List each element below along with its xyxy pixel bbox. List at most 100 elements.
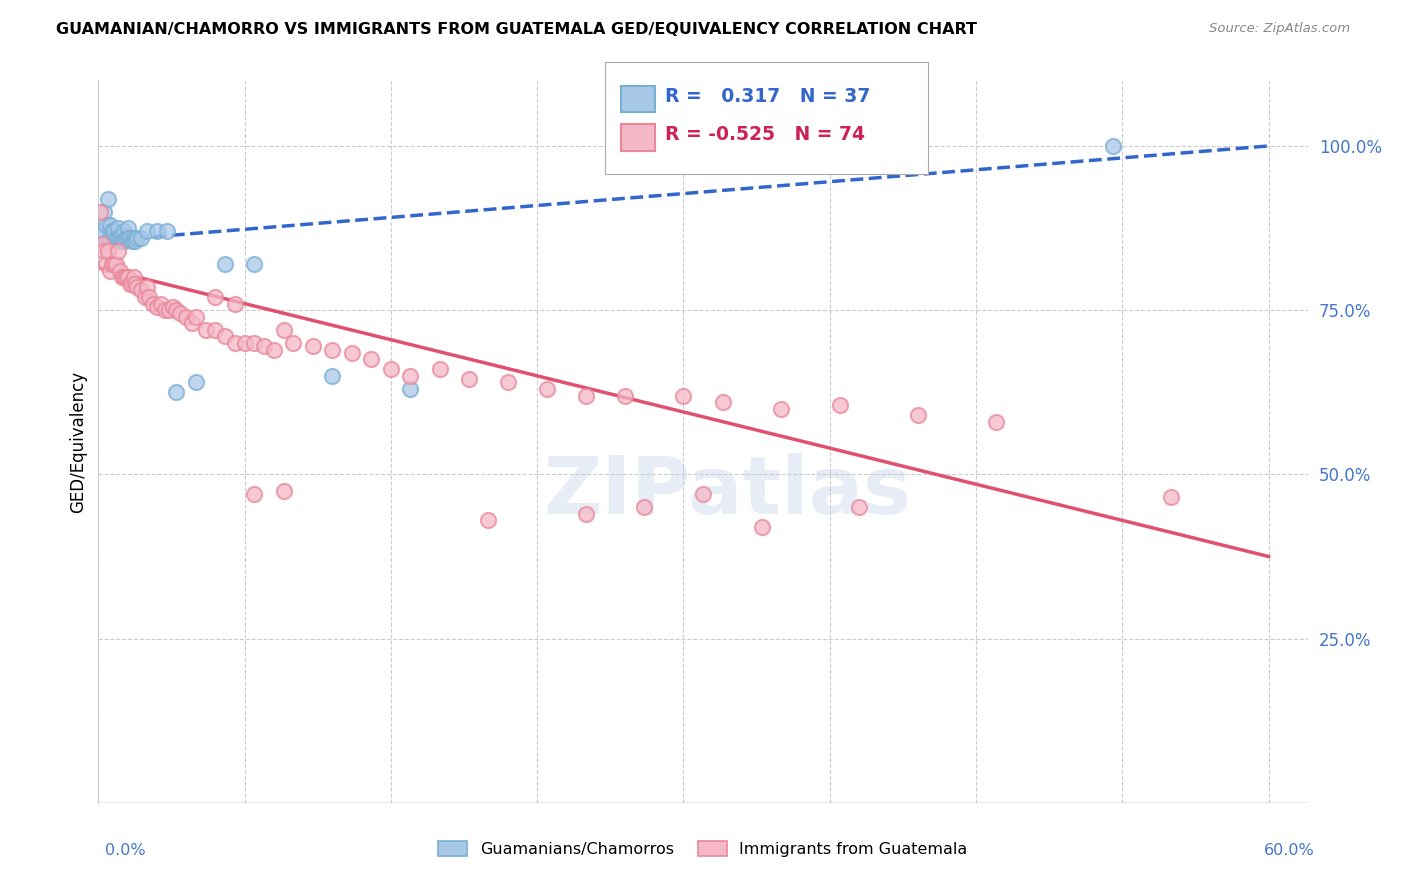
Point [93, 244, 115, 258]
Text: ZIPatlas: ZIPatlas [543, 453, 911, 531]
Point [136, 280, 159, 294]
Text: Source: ZipAtlas.com: Source: ZipAtlas.com [1209, 22, 1350, 36]
Point [181, 316, 204, 330]
Point [104, 231, 127, 245]
Point [121, 234, 143, 248]
Point [89, 204, 111, 219]
Point [108, 231, 131, 245]
Point [103, 224, 125, 238]
Point [101, 257, 124, 271]
Point [112, 234, 135, 248]
Point [131, 231, 153, 245]
Point [273, 323, 295, 337]
Point [107, 221, 129, 235]
Point [111, 270, 134, 285]
Point [214, 329, 236, 343]
Point [136, 224, 159, 238]
Point [458, 372, 481, 386]
Point [146, 224, 169, 238]
Point [633, 500, 655, 515]
Point [321, 343, 343, 357]
Point [224, 296, 246, 310]
Point [112, 224, 135, 238]
Point [101, 224, 124, 238]
Point [169, 306, 191, 320]
Point [399, 382, 422, 396]
Point [103, 234, 125, 248]
Point [477, 513, 499, 527]
Point [243, 336, 266, 351]
Point [131, 284, 153, 298]
Point [124, 234, 146, 248]
Point [614, 388, 637, 402]
Point [156, 224, 179, 238]
Point [96, 257, 118, 271]
Point [380, 362, 402, 376]
Point [142, 296, 165, 310]
Point [302, 339, 325, 353]
Point [575, 388, 598, 402]
Text: GUAMANIAN/CHAMORRO VS IMMIGRANTS FROM GUATEMALA GED/EQUIVALENCY CORRELATION CHAR: GUAMANIAN/CHAMORRO VS IMMIGRANTS FROM GU… [56, 22, 977, 37]
Point [253, 339, 276, 353]
Point [243, 257, 266, 271]
Point [134, 290, 156, 304]
Point [165, 303, 187, 318]
Point [233, 336, 256, 351]
Point [263, 343, 285, 357]
Point [108, 264, 131, 278]
Point [984, 415, 1007, 429]
Point [672, 388, 695, 402]
Point [114, 231, 136, 245]
Point [93, 204, 115, 219]
Point [536, 382, 558, 396]
Point [121, 277, 143, 291]
Point [98, 218, 121, 232]
Point [283, 336, 305, 351]
Point [122, 231, 145, 245]
Point [204, 323, 226, 337]
Point [429, 362, 451, 376]
Point [111, 227, 134, 242]
Point [124, 277, 146, 291]
Point [91, 224, 114, 238]
Point [104, 257, 127, 271]
Point [243, 487, 266, 501]
Point [751, 520, 773, 534]
Point [118, 277, 141, 291]
Point [769, 401, 792, 416]
Point [907, 409, 929, 423]
Y-axis label: GED/Equivalency: GED/Equivalency [69, 370, 87, 513]
Point [122, 270, 145, 285]
Point [828, 398, 851, 412]
Point [98, 264, 121, 278]
Point [184, 310, 207, 324]
Point [194, 323, 217, 337]
Point [97, 192, 120, 206]
Point [848, 500, 870, 515]
Point [107, 231, 129, 245]
Point [111, 234, 134, 248]
Point [321, 368, 343, 383]
Point [146, 300, 169, 314]
Point [1160, 491, 1182, 505]
Point [224, 336, 246, 351]
Text: R = -0.525   N = 74: R = -0.525 N = 74 [665, 125, 865, 144]
Point [91, 237, 114, 252]
Point [89, 227, 111, 242]
Point [153, 303, 176, 318]
Point [399, 368, 422, 383]
Legend: Guamanians/Chamorros, Immigrants from Guatemala: Guamanians/Chamorros, Immigrants from Gu… [432, 835, 974, 863]
Point [96, 218, 118, 232]
Point [1101, 139, 1123, 153]
Point [214, 257, 236, 271]
Point [117, 231, 139, 245]
Point [692, 487, 714, 501]
Point [157, 303, 180, 318]
Point [162, 300, 184, 314]
Point [149, 296, 172, 310]
Point [273, 483, 295, 498]
Point [98, 231, 121, 245]
Point [496, 376, 519, 390]
Point [118, 231, 141, 245]
Point [117, 221, 139, 235]
